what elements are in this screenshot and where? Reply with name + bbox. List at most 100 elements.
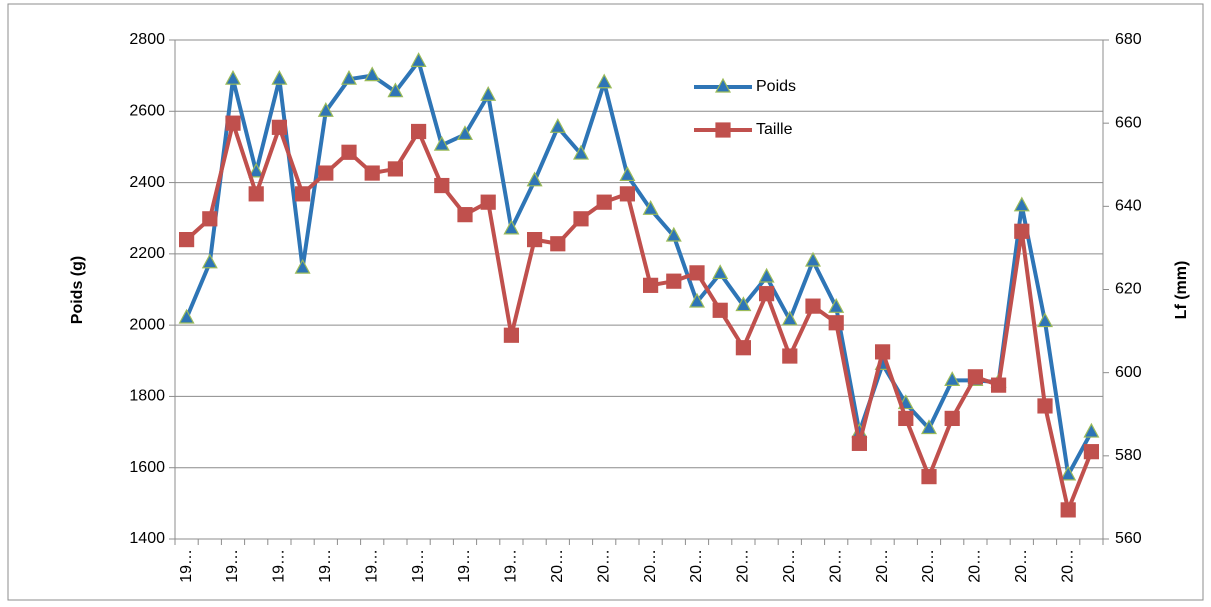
data-point xyxy=(248,186,264,202)
data-point xyxy=(572,144,590,160)
data-point xyxy=(944,410,960,427)
y-tick-label: 1600 xyxy=(129,459,165,476)
x-tick-label: 19… xyxy=(317,549,334,583)
x-tick-label: 20… xyxy=(781,549,798,583)
data-point xyxy=(967,369,984,385)
data-point xyxy=(735,296,752,312)
data-point xyxy=(781,310,798,326)
data-point xyxy=(341,144,357,160)
legend-marker xyxy=(715,122,731,138)
y-tick-label: 1800 xyxy=(129,388,165,405)
data-point xyxy=(712,302,728,318)
y2-axis-title: Lf (mm) xyxy=(1173,261,1190,320)
data-point xyxy=(1014,223,1030,239)
data-point xyxy=(1083,444,1100,460)
x-tick-label: 20… xyxy=(735,549,752,583)
data-point xyxy=(688,292,706,308)
data-point xyxy=(411,123,427,140)
x-tick-label: 19… xyxy=(503,549,520,583)
data-point xyxy=(480,85,497,101)
data-point xyxy=(526,171,543,187)
data-point xyxy=(503,219,520,235)
x-tick-label: 19… xyxy=(271,549,288,583)
x-tick-label: 20… xyxy=(827,549,844,583)
data-point xyxy=(457,207,473,223)
y2-tick-label: 580 xyxy=(1115,447,1142,464)
data-point xyxy=(898,410,914,427)
data-point xyxy=(433,135,450,151)
y-tick-label: 2200 xyxy=(129,245,165,262)
x-tick-label: 19… xyxy=(410,549,427,583)
data-point xyxy=(735,340,752,356)
y2-tick-label: 600 xyxy=(1115,364,1142,381)
y2-tick-label: 560 xyxy=(1115,530,1142,547)
data-point xyxy=(642,277,659,293)
data-point xyxy=(1083,422,1100,438)
legend-label: Poids xyxy=(756,78,796,95)
data-point xyxy=(828,315,844,331)
data-point xyxy=(318,165,334,181)
data-point xyxy=(224,69,242,85)
data-point xyxy=(828,298,845,313)
data-point xyxy=(340,69,358,85)
y-tick-label: 2800 xyxy=(129,31,165,48)
data-point xyxy=(503,327,519,343)
data-point xyxy=(596,194,612,210)
x-tick-label: 20… xyxy=(1059,549,1076,583)
data-point xyxy=(805,298,821,314)
data-point xyxy=(410,52,427,67)
data-point xyxy=(202,211,218,227)
data-point xyxy=(387,82,404,98)
series-line xyxy=(184,59,1094,477)
data-point xyxy=(179,232,195,248)
chart-frame xyxy=(7,3,1204,601)
y-tick-label: 2400 xyxy=(129,174,165,191)
data-point xyxy=(1036,312,1054,328)
y-tick-label: 2600 xyxy=(129,103,165,120)
x-tick-label: 20… xyxy=(642,549,659,583)
x-tick-label: 19… xyxy=(456,549,473,583)
data-point xyxy=(456,125,474,141)
data-point xyxy=(990,377,1007,393)
data-point xyxy=(804,251,822,267)
data-point xyxy=(758,267,775,283)
data-point xyxy=(480,194,496,210)
y-tick-label: 1400 xyxy=(129,530,165,547)
data-point xyxy=(1060,465,1077,481)
data-point xyxy=(920,419,938,435)
data-point xyxy=(294,258,311,274)
data-point xyxy=(434,177,450,194)
data-point xyxy=(851,435,868,451)
y-axis-title: Poids (g) xyxy=(69,256,86,324)
x-tick-label: 20… xyxy=(920,549,937,583)
x-tick-label: 19… xyxy=(224,549,241,583)
data-point xyxy=(782,348,798,364)
data-point xyxy=(271,69,288,85)
data-point xyxy=(248,162,265,178)
data-point xyxy=(573,211,589,227)
x-tick-label: 20… xyxy=(688,549,705,583)
data-point xyxy=(225,115,241,131)
data-point xyxy=(619,166,636,182)
y2-tick-label: 620 xyxy=(1115,281,1142,298)
data-point xyxy=(178,308,195,324)
x-tick-label: 20… xyxy=(1013,549,1030,583)
x-tick-label: 19… xyxy=(178,549,195,583)
x-tick-label: 20… xyxy=(549,549,566,583)
y2-tick-label: 660 xyxy=(1115,114,1142,131)
y2-tick-label: 640 xyxy=(1115,198,1142,215)
data-point xyxy=(549,118,566,133)
series-line xyxy=(185,121,1094,512)
data-point xyxy=(1037,398,1053,414)
data-point xyxy=(1013,196,1030,212)
data-point xyxy=(550,236,566,252)
data-point xyxy=(619,186,636,202)
data-point xyxy=(944,371,961,386)
data-point xyxy=(689,265,705,281)
data-point xyxy=(201,253,218,269)
data-point xyxy=(712,264,729,280)
y2-tick-label: 680 xyxy=(1115,31,1142,48)
x-tick-label: 20… xyxy=(874,549,891,583)
data-point xyxy=(271,119,287,135)
